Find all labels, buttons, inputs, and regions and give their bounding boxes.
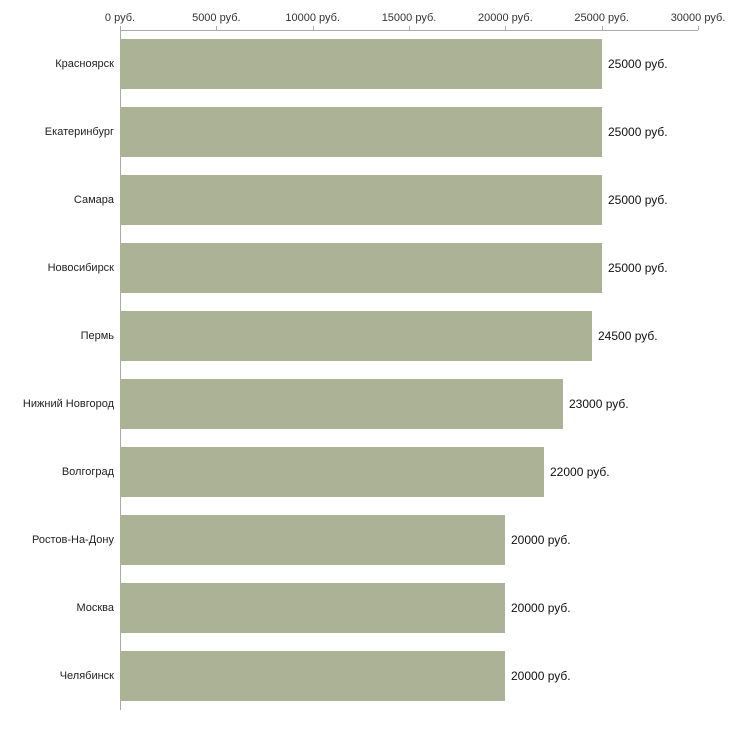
- value-label: 20000 руб.: [511, 533, 571, 547]
- bar-row: Ростов-На-Дону 20000 руб.: [0, 506, 730, 574]
- bar-row: Нижний Новгород 23000 руб.: [0, 370, 730, 438]
- bar-row: Челябинск 20000 руб.: [0, 642, 730, 710]
- category-label: Волгоград: [61, 466, 114, 478]
- category-label: Нижний Новгород: [22, 398, 114, 410]
- x-tick-label: 5000 руб.: [192, 12, 241, 24]
- category-label: Самара: [73, 194, 114, 206]
- value-label: 23000 руб.: [569, 397, 629, 411]
- category-label: Новосибирск: [47, 262, 114, 274]
- category-label: Москва: [76, 602, 114, 614]
- bar-row: Красноярск 25000 руб.: [0, 30, 730, 98]
- bar: [120, 39, 602, 89]
- value-label: 20000 руб.: [511, 669, 571, 683]
- x-tick-label: 25000 руб.: [574, 12, 629, 24]
- bar-row: Новосибирск 25000 руб.: [0, 234, 730, 302]
- bar: [120, 447, 544, 497]
- x-tick-mark: [505, 26, 507, 30]
- bar: [120, 175, 602, 225]
- bar-row: Самара 25000 руб.: [0, 166, 730, 234]
- category-label: Пермь: [80, 330, 114, 342]
- x-tick-mark: [409, 26, 410, 30]
- bar: [120, 583, 505, 633]
- x-tick-mark: [216, 26, 218, 30]
- x-tick-mark: [601, 26, 603, 30]
- x-tick-mark: [312, 26, 314, 30]
- bar-rows: Красноярск 25000 руб. Екатеринбург 25000 ру…: [0, 30, 730, 710]
- x-tick-label: 30000 руб.: [670, 12, 726, 24]
- value-label: 25000 руб.: [608, 261, 668, 275]
- x-tick-label: 0 руб.: [104, 12, 136, 24]
- category-label: Красноярск: [55, 58, 114, 70]
- bar: [120, 651, 505, 701]
- y-axis-line: [120, 30, 121, 710]
- bar: [120, 515, 505, 565]
- bar: [120, 107, 602, 157]
- x-tick-mark: [698, 26, 699, 30]
- x-tick-label: 10000 руб.: [285, 12, 340, 24]
- value-label: 25000 руб.: [608, 57, 668, 71]
- x-tick-label: 20000 руб.: [478, 12, 533, 24]
- value-label: 25000 руб.: [608, 125, 668, 139]
- bar: [120, 379, 563, 429]
- x-axis-line: [120, 30, 698, 31]
- value-label: 22000 руб.: [550, 465, 610, 479]
- value-label: 24500 руб.: [598, 329, 658, 343]
- bar-row: Екатеринбург 25000 руб.: [0, 98, 730, 166]
- x-axis: 0 руб. 5000 руб. 10000 руб. 15000 руб. 20000…: [0, 0, 730, 30]
- value-label: 20000 руб.: [511, 601, 571, 615]
- x-tick-mark: [120, 26, 121, 30]
- x-tick-label: 15000 руб.: [381, 12, 437, 24]
- bar: [120, 243, 602, 293]
- value-label: 25000 руб.: [608, 193, 668, 207]
- bar-row: Пермь 24500 руб.: [0, 302, 730, 370]
- bar-row: Москва 20000 руб.: [0, 574, 730, 642]
- bar: [120, 311, 592, 361]
- bar-row: Волгоград 22000 руб.: [0, 438, 730, 506]
- category-label: Екатеринбург: [44, 126, 114, 138]
- category-label: Ростов-На-Дону: [31, 534, 114, 546]
- category-label: Челябинск: [59, 670, 114, 682]
